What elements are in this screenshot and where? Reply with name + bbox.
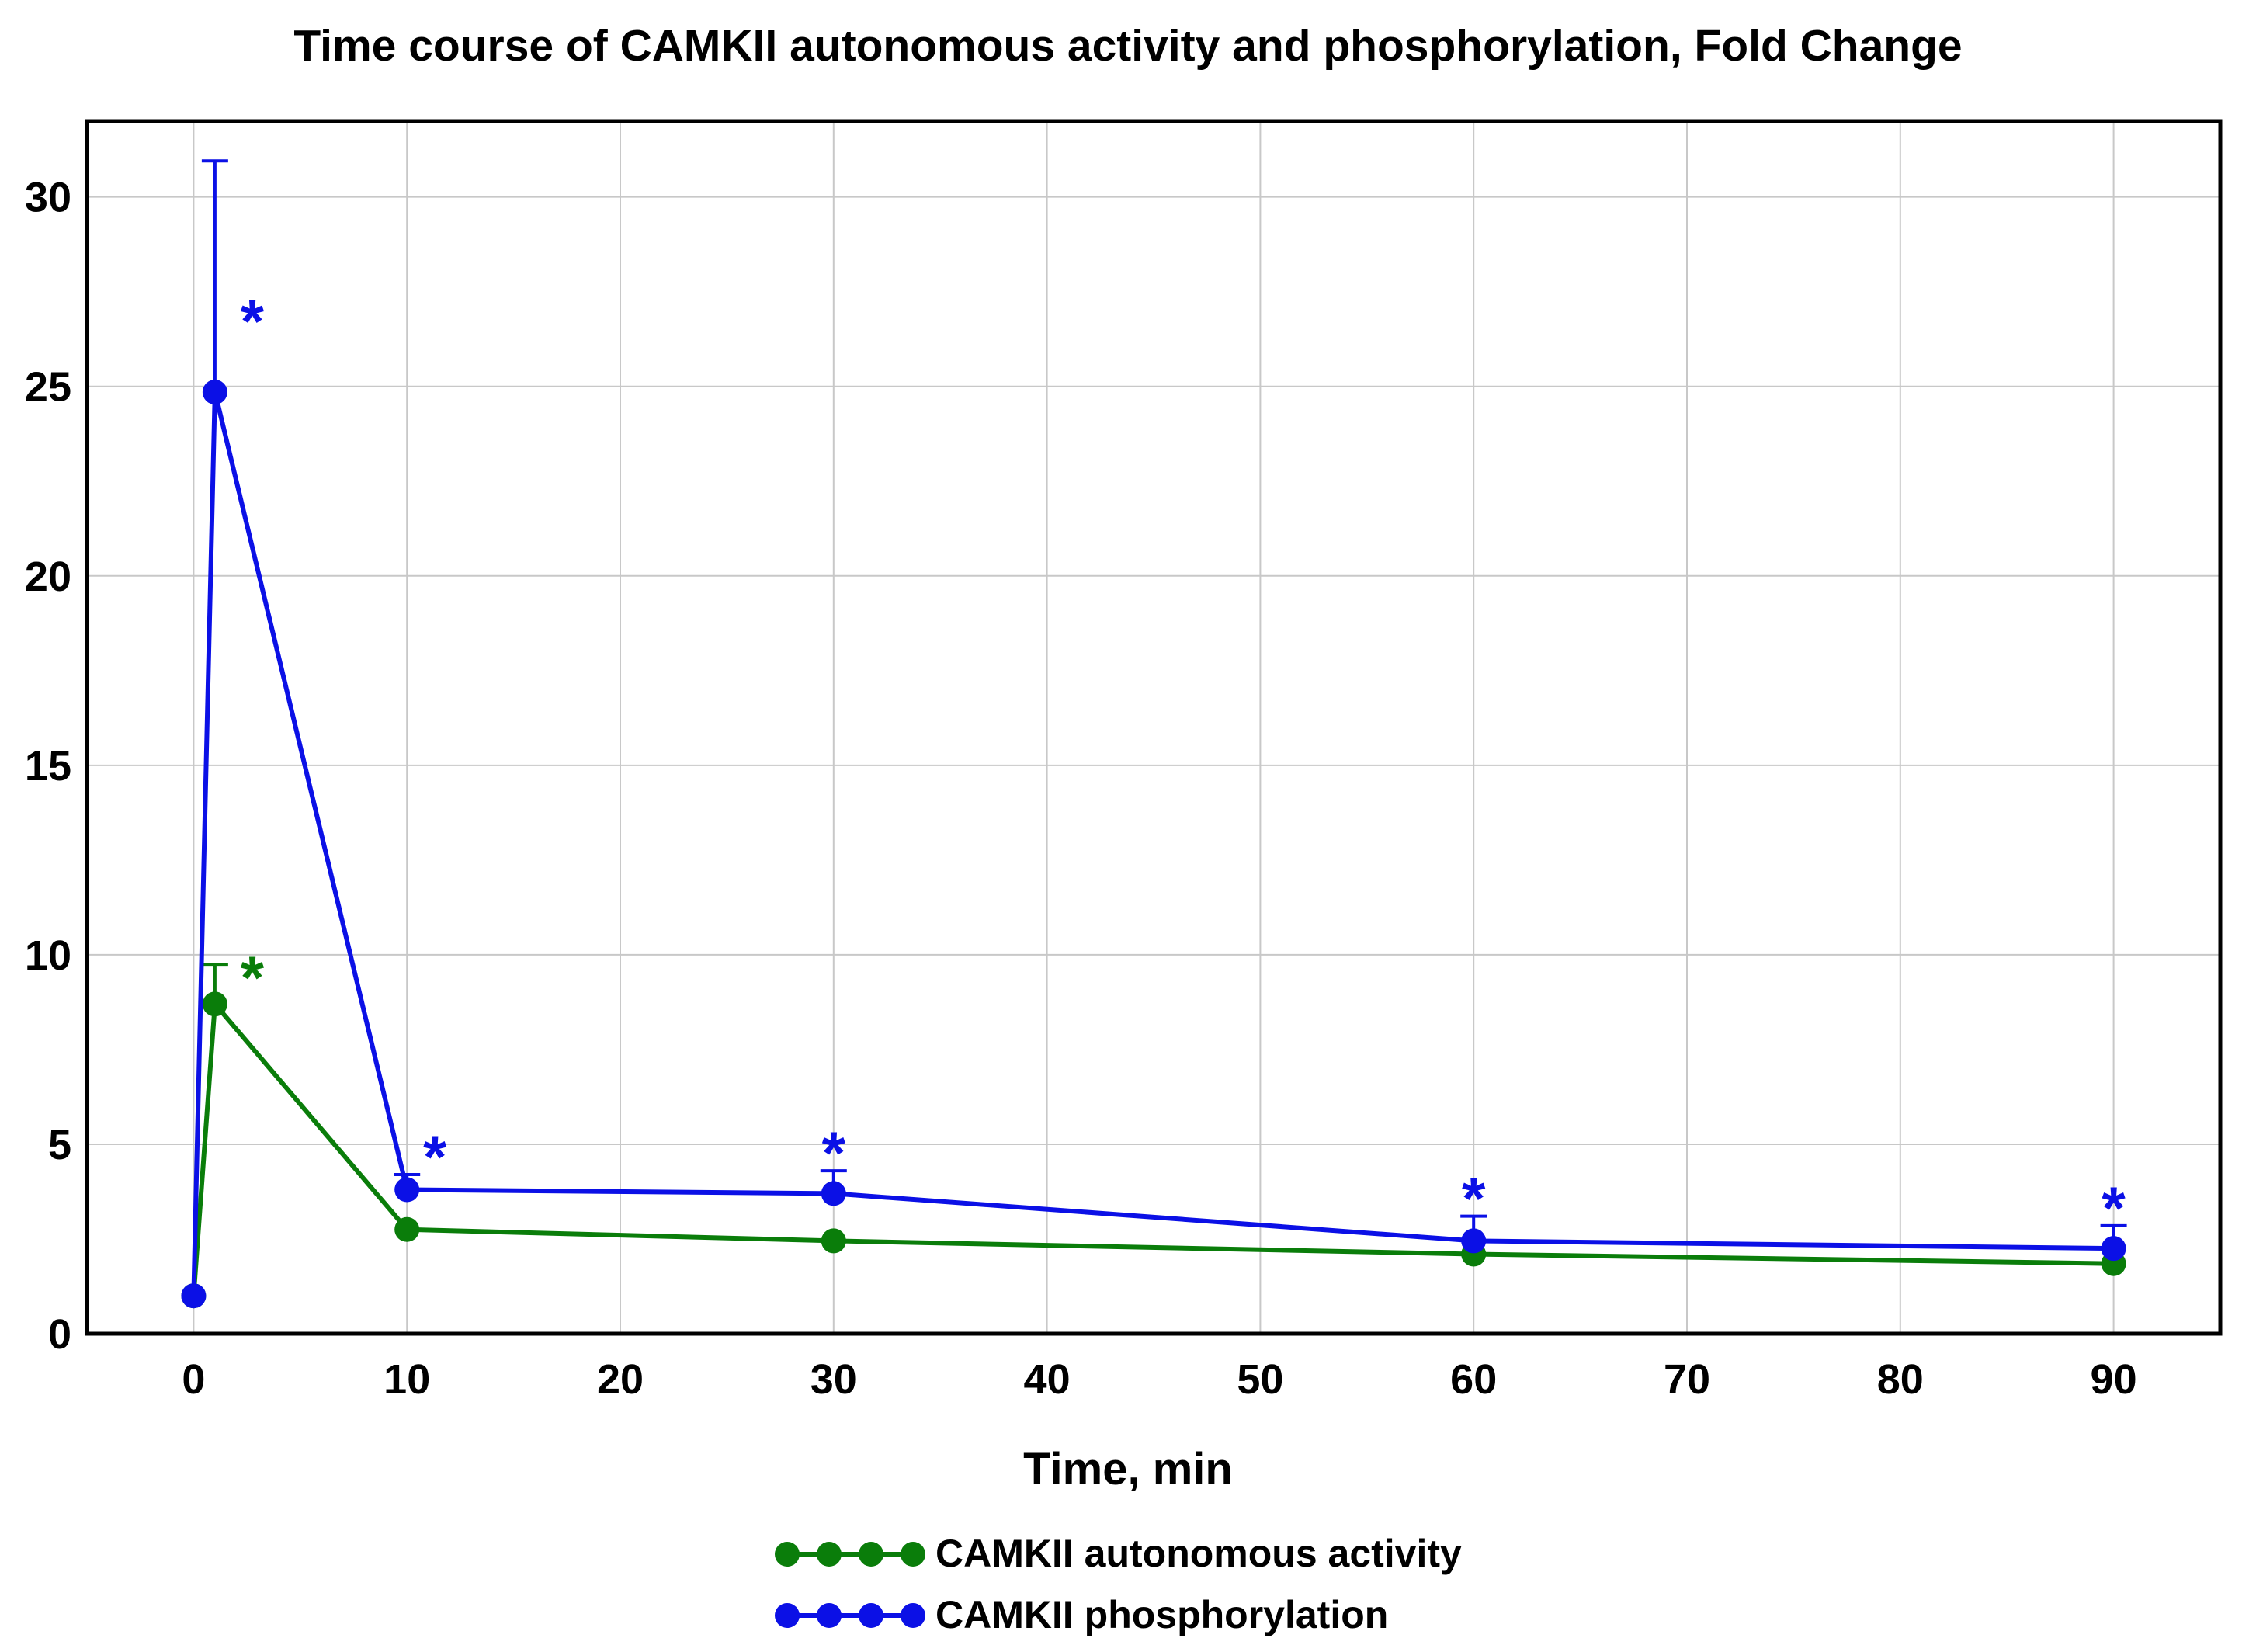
legend-label-phosphorylation: CAMKII phosphorylation <box>935 1593 1388 1636</box>
significance-marker: * <box>423 1123 447 1191</box>
significance-marker: * <box>241 943 265 1012</box>
legend-marker <box>775 1603 800 1628</box>
legend-marker <box>859 1542 883 1567</box>
significance-marker: * <box>241 286 265 355</box>
axis-ticks: 0 10 20 30 40 50 60 70 80 90 0 5 10 15 20 25 30 <box>25 175 2137 1403</box>
plot-frame <box>85 119 2223 1336</box>
data-point <box>821 1228 846 1254</box>
legend-marker <box>901 1542 925 1567</box>
significance-marker: * <box>2102 1174 2126 1242</box>
x-tick-label: 30 <box>810 1356 857 1403</box>
legend-item-phosphorylation: CAMKII phosphorylation <box>775 1593 1388 1636</box>
y-tick-label: 15 <box>25 743 71 790</box>
y-tick-label: 10 <box>25 932 71 979</box>
x-tick-label: 60 <box>1450 1356 1497 1403</box>
x-tick-label: 90 <box>2091 1356 2137 1403</box>
series-1: * * * * * <box>181 159 2127 1309</box>
data-point <box>394 1216 420 1242</box>
data-point <box>2101 1236 2126 1262</box>
y-tick-label: 25 <box>25 364 71 411</box>
x-tick-label: 0 <box>182 1356 205 1403</box>
data-point <box>202 991 227 1017</box>
series-layer: * * * * * * <box>181 159 2127 1309</box>
x-tick-label: 10 <box>384 1356 430 1403</box>
legend-item-autonomous-activity: CAMKII autonomous activity <box>775 1532 1462 1575</box>
legend-label-autonomous-activity: CAMKII autonomous activity <box>935 1532 1462 1575</box>
series-line <box>191 390 2114 1296</box>
significance-marker: * <box>1462 1164 1486 1233</box>
legend: CAMKII autonomous activity CAMKII phosph… <box>775 1532 1462 1636</box>
x-tick-label: 40 <box>1024 1356 1071 1403</box>
legend-marker <box>775 1542 800 1567</box>
chart-title: Time course of CAMKII autonomous activit… <box>293 21 1962 71</box>
data-point <box>394 1177 420 1203</box>
significance-marker: * <box>822 1119 846 1187</box>
series-line <box>191 1001 2114 1296</box>
data-point <box>181 1283 207 1309</box>
x-tick-label: 50 <box>1237 1356 1283 1403</box>
legend-marker <box>901 1603 925 1628</box>
legend-marker <box>817 1542 842 1567</box>
y-tick-label: 0 <box>48 1311 71 1358</box>
data-point <box>1461 1228 1487 1254</box>
legend-marker <box>817 1603 842 1628</box>
y-tick-label: 20 <box>25 554 71 600</box>
x-tick-label: 80 <box>1877 1356 1924 1403</box>
x-axis-label: Time, min <box>1023 1444 1233 1494</box>
data-point <box>821 1181 846 1206</box>
x-tick-label: 70 <box>1664 1356 1710 1403</box>
y-tick-label: 30 <box>25 175 71 221</box>
x-tick-label: 20 <box>597 1356 644 1403</box>
series-0: * <box>181 943 2126 1309</box>
legend-marker <box>859 1603 883 1628</box>
data-point <box>202 380 227 405</box>
y-tick-label: 5 <box>48 1122 71 1168</box>
grid <box>87 121 2220 1334</box>
